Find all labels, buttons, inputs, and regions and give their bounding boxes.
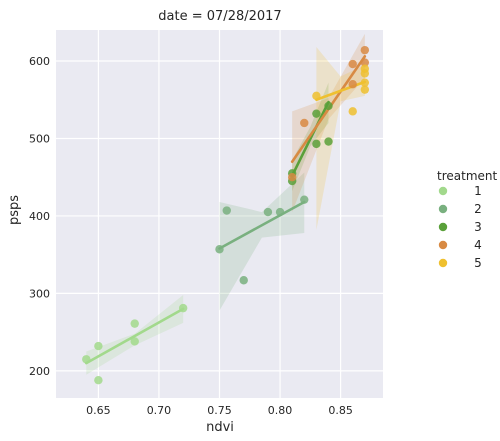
x-tick-label: 0.85 xyxy=(328,404,353,417)
legend-marker-3 xyxy=(438,222,448,232)
chart-title: date = 07/28/2017 xyxy=(158,9,281,24)
data-point-2 xyxy=(222,206,231,215)
data-point-2 xyxy=(239,276,248,285)
legend-marker-4 xyxy=(438,240,448,250)
data-point-2 xyxy=(215,245,224,254)
legend-marker-2 xyxy=(438,204,448,214)
data-point-4 xyxy=(300,118,309,128)
data-point-3 xyxy=(324,101,333,111)
regression-line-1 xyxy=(84,307,185,365)
data-point-4 xyxy=(287,173,297,182)
data-point-1 xyxy=(82,355,91,364)
regression-line-3 xyxy=(290,100,330,177)
legend-label-1: 1 xyxy=(474,184,482,198)
data-points xyxy=(82,45,370,385)
data-point-1 xyxy=(94,341,103,351)
y-axis-ticks: 200 300 400 500 600 xyxy=(29,55,50,378)
grid-lines xyxy=(56,30,383,398)
data-point-4 xyxy=(360,45,370,55)
data-point-2 xyxy=(300,195,309,204)
y-axis-label: psps xyxy=(7,195,22,225)
y-tick-label: 600 xyxy=(29,55,50,68)
x-tick-label: 0.65 xyxy=(86,404,111,417)
data-point-2 xyxy=(275,207,285,217)
y-tick-label: 400 xyxy=(29,210,50,223)
data-point-3 xyxy=(324,137,333,146)
legend-marker-5 xyxy=(438,258,448,268)
x-tick-label: 0.75 xyxy=(207,404,232,417)
data-point-4 xyxy=(348,59,357,69)
legend: treatment 1 2 3 4 5 xyxy=(437,169,497,270)
confidence-band-2 xyxy=(219,172,305,311)
data-point-4 xyxy=(348,80,357,89)
legend-label-4: 4 xyxy=(474,238,482,252)
data-point-3 xyxy=(312,109,321,118)
data-point-5 xyxy=(312,91,321,101)
data-point-1 xyxy=(178,303,188,313)
y-tick-label: 300 xyxy=(29,287,50,300)
x-tick-label: 0.80 xyxy=(268,404,293,417)
legend-marker-1 xyxy=(438,186,448,196)
x-axis-ticks: 0.65 0.70 0.75 0.80 0.85 xyxy=(86,404,353,417)
data-point-5 xyxy=(360,78,370,87)
data-point-5 xyxy=(348,107,357,116)
y-tick-label: 200 xyxy=(29,365,50,378)
legend-label-3: 3 xyxy=(474,220,482,234)
x-axis-label: ndvi xyxy=(206,420,234,435)
data-point-1 xyxy=(94,375,103,385)
data-point-2 xyxy=(263,207,273,217)
data-point-1 xyxy=(130,337,139,346)
x-tick-label: 0.70 xyxy=(147,404,172,417)
y-tick-label: 500 xyxy=(29,132,50,145)
data-point-5 xyxy=(360,69,370,78)
data-point-5 xyxy=(360,85,370,94)
legend-label-5: 5 xyxy=(474,256,482,270)
data-point-3 xyxy=(312,139,321,149)
confidence-band-5 xyxy=(316,47,365,230)
regression-line-2 xyxy=(218,200,306,250)
data-point-1 xyxy=(130,319,139,328)
legend-title: treatment xyxy=(437,169,497,183)
legend-label-2: 2 xyxy=(474,202,482,216)
confidence-band-4 xyxy=(292,33,365,213)
data-point-4 xyxy=(360,58,370,67)
